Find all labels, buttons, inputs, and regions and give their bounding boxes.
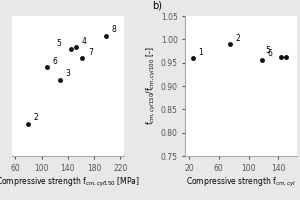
Text: 2: 2 bbox=[34, 113, 39, 122]
Text: 4: 4 bbox=[81, 37, 86, 46]
Text: 3: 3 bbox=[65, 69, 70, 78]
Text: 5: 5 bbox=[265, 46, 270, 55]
Text: 6: 6 bbox=[52, 57, 57, 66]
Text: 6: 6 bbox=[268, 49, 272, 58]
Text: 5: 5 bbox=[57, 39, 62, 48]
Text: 2: 2 bbox=[236, 34, 240, 43]
Text: 8: 8 bbox=[112, 25, 116, 34]
Text: b): b) bbox=[152, 0, 162, 10]
Text: 7: 7 bbox=[88, 48, 93, 57]
X-axis label: Compressive strength f$_{cm,cyl150}$ [MPa]: Compressive strength f$_{cm,cyl150}$ [MP… bbox=[0, 175, 140, 189]
Text: 1: 1 bbox=[198, 48, 203, 57]
Y-axis label: f$_{cm,cyl150}$/f$_{cm,cyl100}$ [-]: f$_{cm,cyl150}$/f$_{cm,cyl100}$ [-] bbox=[145, 47, 158, 125]
X-axis label: Compressive strength f$_{cm,cyl}$: Compressive strength f$_{cm,cyl}$ bbox=[186, 175, 296, 189]
